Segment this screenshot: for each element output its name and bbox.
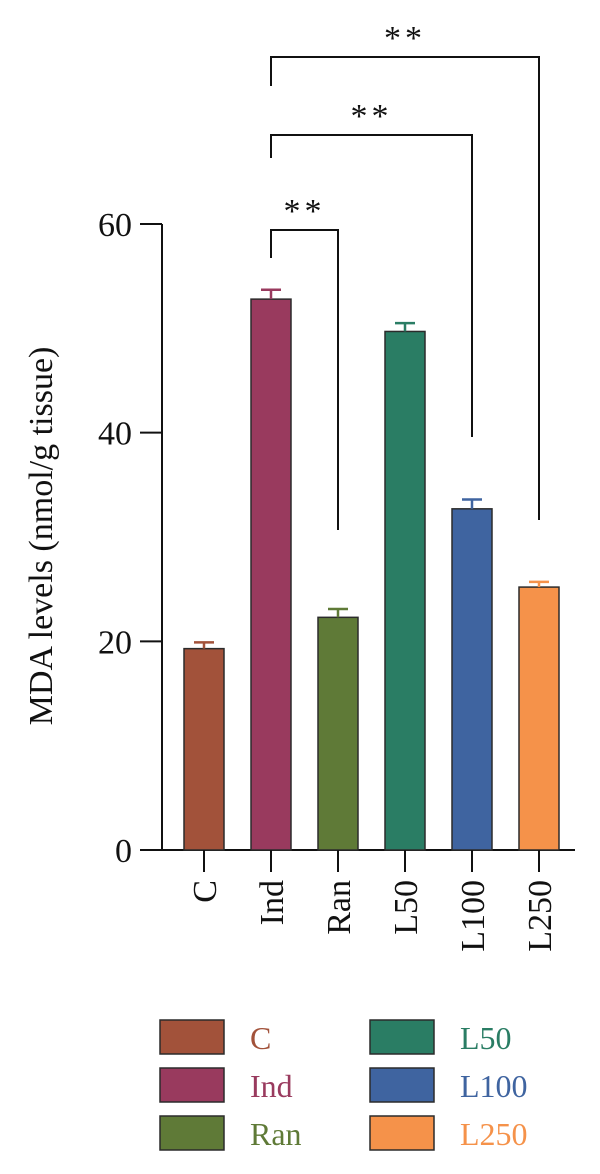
x-tick-label-ran: Ran xyxy=(321,880,358,935)
legend-label-c: C xyxy=(250,1020,271,1056)
x-tick-label-l250: L250 xyxy=(522,880,559,952)
significance-bracket xyxy=(270,134,473,437)
significance-label: ** xyxy=(384,20,426,57)
bar-l50 xyxy=(384,330,426,851)
legend-label-ind: Ind xyxy=(250,1068,293,1104)
x-tick-label-l50: L50 xyxy=(388,880,425,935)
x-tick-label-ind: Ind xyxy=(254,880,291,925)
legend-swatch-l50 xyxy=(369,1019,435,1055)
legend-swatch-l100 xyxy=(369,1067,435,1103)
bar-l100 xyxy=(451,508,493,851)
plot-area: 0 20 40 60 C Ind Ran L50 L100 L250 ** ** ** xyxy=(98,20,575,952)
significance-label: ** xyxy=(351,98,393,135)
y-tick-label: 40 xyxy=(98,416,132,453)
bar-ran xyxy=(317,616,359,851)
x-tick-label-l100: L100 xyxy=(455,880,492,952)
bar-l250 xyxy=(518,586,560,851)
legend: C Ind Ran L50 L100 L250 xyxy=(159,1019,528,1152)
x-tick-label-c: C xyxy=(187,880,224,903)
y-tick-label: 60 xyxy=(98,207,132,244)
significance-bracket xyxy=(270,56,540,520)
legend-swatch-ran xyxy=(159,1115,225,1151)
legend-swatch-l250 xyxy=(369,1115,435,1151)
y-tick-label: 20 xyxy=(98,624,132,661)
significance-label: ** xyxy=(284,193,326,230)
legend-swatch-ind xyxy=(159,1067,225,1103)
y-tick-label: 0 xyxy=(115,833,132,870)
legend-label-l100: L100 xyxy=(460,1068,528,1104)
legend-label-ran: Ran xyxy=(250,1116,302,1152)
y-axis-title: MDA levels (nmol/g tissue) xyxy=(23,347,60,726)
bar-c xyxy=(183,647,225,851)
significance-bracket xyxy=(270,229,339,530)
legend-label-l250: L250 xyxy=(460,1116,528,1152)
legend-swatch-c xyxy=(159,1019,225,1055)
legend-label-l50: L50 xyxy=(460,1020,512,1056)
bar-ind xyxy=(250,298,292,851)
